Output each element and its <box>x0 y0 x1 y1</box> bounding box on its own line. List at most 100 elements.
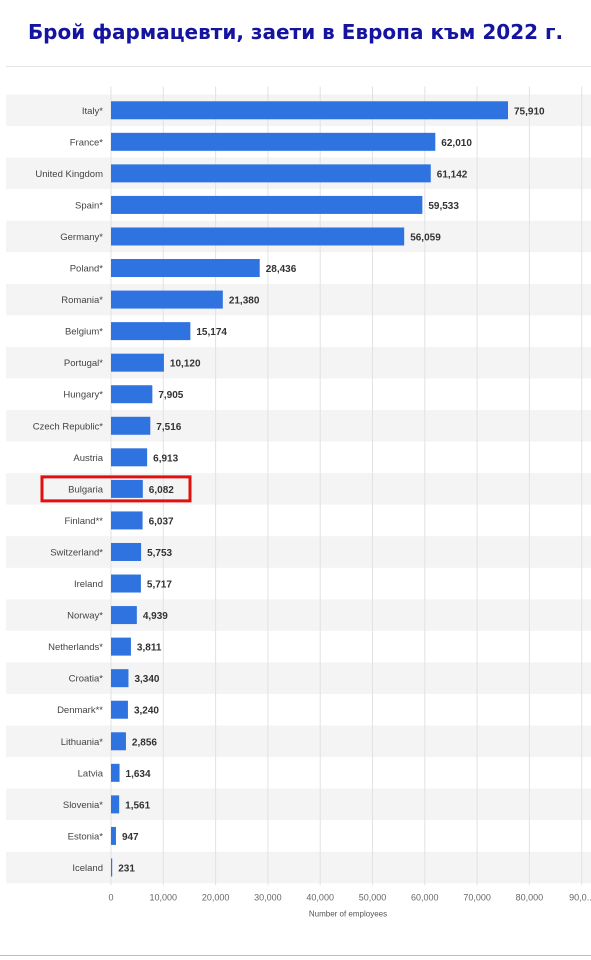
x-tick-label: 90,0... <box>569 892 591 902</box>
row-stripe <box>6 536 591 568</box>
bar-czech-republic <box>111 416 151 435</box>
bottom-divider <box>0 955 591 956</box>
value-label-croatia: 3,340 <box>134 674 159 685</box>
value-label-bulgaria: 6,082 <box>149 485 174 496</box>
value-label-belgium: 15,174 <box>196 327 227 338</box>
category-label-latvia: Latvia <box>78 768 104 779</box>
category-label-united-kingdom: United Kingdom <box>35 169 103 180</box>
value-label-norway: 4,939 <box>143 611 168 622</box>
category-label-ireland: Ireland <box>74 579 103 590</box>
row-stripe <box>6 410 591 442</box>
x-tick-label: 50,000 <box>359 892 387 902</box>
bar-norway <box>111 606 137 625</box>
bar-united-kingdom <box>111 164 431 183</box>
row-stripe <box>6 346 591 379</box>
row-stripe <box>6 725 591 758</box>
row-stripe <box>6 283 591 316</box>
category-label-germany: Germany* <box>60 232 103 243</box>
value-label-iceland: 231 <box>118 863 135 874</box>
category-label-denmark: Denmark** <box>57 705 103 716</box>
category-label-finland: Finland** <box>64 516 103 527</box>
x-tick-label: 80,000 <box>516 892 544 902</box>
bar-chart: Italy* 75,910 France* 62,010 United Kingdom 6… <box>6 86 591 918</box>
value-label-poland: 28,436 <box>266 264 297 275</box>
x-tick-label: 40,000 <box>306 892 334 902</box>
category-label-poland: Poland* <box>70 264 104 275</box>
x-tick-label: 0 <box>108 892 113 902</box>
x-tick-label: 30,000 <box>254 892 282 902</box>
bar-latvia <box>111 763 120 782</box>
x-tick-label: 70,000 <box>463 892 491 902</box>
category-label-norway: Norway* <box>67 611 103 622</box>
value-label-czech-republic: 7,516 <box>156 422 181 433</box>
bar-belgium <box>111 322 191 341</box>
bar-austria <box>111 448 148 467</box>
category-label-italy: Italy* <box>82 106 103 117</box>
value-label-romania: 21,380 <box>229 296 260 307</box>
category-label-france: France* <box>70 137 104 148</box>
category-label-bulgaria: Bulgaria <box>68 484 104 495</box>
bar-estonia <box>111 826 116 845</box>
bar-bulgaria <box>111 479 143 498</box>
bar-finland <box>111 511 143 530</box>
category-label-czech-republic: Czech Republic* <box>33 421 104 432</box>
value-label-slovenia: 1,561 <box>125 800 150 811</box>
category-label-romania: Romania* <box>61 295 103 306</box>
bar-netherlands <box>111 637 131 656</box>
value-label-hungary: 7,905 <box>158 390 183 401</box>
bar-portugal <box>111 353 164 372</box>
bar-hungary <box>111 385 153 404</box>
bar-slovenia <box>111 795 120 814</box>
value-label-finland: 6,037 <box>149 516 174 527</box>
value-label-france: 62,010 <box>441 138 472 149</box>
category-label-estonia: Estonia* <box>68 831 104 842</box>
bar-romania <box>111 290 223 309</box>
bar-switzerland <box>111 542 142 561</box>
bar-lithuania <box>111 732 126 751</box>
value-label-switzerland: 5,753 <box>147 548 172 559</box>
bar-poland <box>111 259 260 278</box>
row-stripe <box>6 851 591 884</box>
highlight-box <box>40 475 192 503</box>
category-label-slovenia: Slovenia* <box>63 800 103 811</box>
category-label-hungary: Hungary* <box>63 390 103 401</box>
value-label-italy: 75,910 <box>514 106 545 117</box>
category-label-austria: Austria <box>73 453 103 464</box>
value-label-lithuania: 2,856 <box>132 737 157 748</box>
value-label-latvia: 1,634 <box>126 769 151 780</box>
bar-italy <box>111 101 509 120</box>
row-stripe <box>6 788 591 821</box>
category-label-netherlands: Netherlands* <box>48 642 103 653</box>
row-stripe <box>6 599 591 631</box>
bar-france <box>111 132 436 151</box>
bar-denmark <box>111 700 128 719</box>
value-label-estonia: 947 <box>122 832 139 843</box>
chart-title: Брой фармацевти, заети в Европа към 2022… <box>27 20 564 44</box>
bar-croatia <box>111 669 129 688</box>
category-label-spain: Spain* <box>75 200 103 211</box>
category-label-switzerland: Switzerland* <box>50 547 103 558</box>
x-tick-label: 10,000 <box>150 892 178 902</box>
bar-iceland <box>111 858 113 877</box>
value-label-germany: 56,059 <box>410 232 441 243</box>
row-stripe <box>6 662 591 694</box>
category-label-lithuania: Lithuania* <box>61 737 104 748</box>
category-label-croatia: Croatia* <box>69 674 104 685</box>
value-label-portugal: 10,120 <box>170 359 201 370</box>
value-label-denmark: 3,240 <box>134 706 159 717</box>
category-label-portugal: Portugal* <box>64 358 103 369</box>
value-label-spain: 59,533 <box>428 201 459 212</box>
category-label-belgium: Belgium* <box>65 327 103 338</box>
chart-panel: Italy* 75,910 France* 62,010 United Kingdom 6… <box>6 66 591 933</box>
bar-ireland <box>111 574 141 593</box>
x-axis-label: Number of employees <box>309 909 387 918</box>
value-label-ireland: 5,717 <box>147 580 172 591</box>
bar-germany <box>111 227 405 246</box>
x-tick-label: 20,000 <box>202 892 230 902</box>
value-label-united-kingdom: 61,142 <box>437 169 468 180</box>
value-label-netherlands: 3,811 <box>137 643 162 654</box>
value-label-austria: 6,913 <box>153 453 178 464</box>
bar-spain <box>111 195 423 214</box>
x-tick-label: 60,000 <box>411 892 439 902</box>
category-label-iceland: Iceland <box>72 863 103 874</box>
